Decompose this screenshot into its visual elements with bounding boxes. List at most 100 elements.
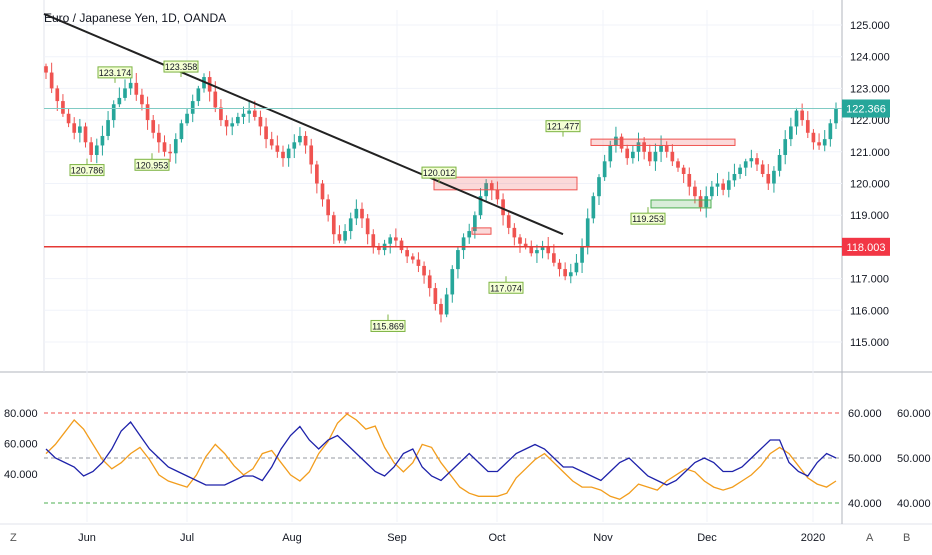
- time-tick-label: Dec: [697, 532, 717, 544]
- candle-body: [410, 256, 415, 260]
- candle-body: [636, 142, 641, 152]
- goto-date-button[interactable]: Z: [10, 532, 17, 544]
- annotation-label: 120.953: [136, 160, 169, 170]
- time-tick-label: 2020: [801, 532, 825, 544]
- candle-body: [388, 237, 393, 244]
- candle-body: [523, 243, 528, 247]
- candle-body: [602, 161, 607, 178]
- candle-body: [777, 154, 782, 171]
- candle-body: [106, 120, 110, 136]
- oscillator-pane[interactable]: [44, 412, 842, 504]
- osc-right-tick-label-2: 60.000: [897, 408, 931, 420]
- last-price-badge: [842, 99, 890, 118]
- candle-body: [794, 110, 799, 127]
- annotation-box: [69, 164, 105, 177]
- annotation-box: [134, 158, 170, 171]
- osc-right-tick-label: 50.000: [848, 453, 882, 465]
- candle-body: [653, 151, 658, 162]
- candle-body: [179, 123, 184, 140]
- candle-body: [78, 126, 82, 133]
- last-price-label: 122.366: [846, 103, 886, 115]
- price-tick-label: 123.000: [850, 83, 890, 95]
- candle-body: [94, 145, 99, 155]
- candle-body: [337, 234, 342, 241]
- supply-zone: [433, 176, 578, 191]
- candle-body: [659, 145, 663, 152]
- candle-body: [749, 158, 754, 162]
- candle-body: [173, 139, 178, 154]
- candle-body: [783, 139, 788, 155]
- price-tick-label: 116.000: [850, 305, 889, 317]
- candle-body: [117, 97, 122, 105]
- candle-body: [704, 196, 709, 208]
- candle-body: [828, 123, 833, 140]
- osc-orange-line: [45, 413, 837, 501]
- candle-body: [800, 110, 804, 121]
- candle-body: [399, 240, 404, 251]
- candle-body: [354, 208, 359, 219]
- candle-body: [145, 104, 150, 121]
- price-tick-label: 120.000: [850, 179, 890, 191]
- candle-body: [456, 250, 460, 270]
- candle-body: [185, 113, 189, 124]
- candle-body: [365, 218, 370, 235]
- candle-body: [450, 269, 455, 295]
- candle-body: [726, 180, 731, 190]
- candle-body: [631, 151, 635, 159]
- price-tick-label: 121.000: [850, 147, 890, 159]
- candle-body: [66, 113, 71, 124]
- candle-body: [326, 199, 330, 216]
- candle-body: [416, 259, 421, 266]
- price-tick-label: 122.000: [850, 115, 890, 127]
- annotation-label: 121.477: [547, 122, 580, 132]
- candle-body: [501, 199, 505, 216]
- log-scale-button[interactable]: B: [903, 532, 910, 544]
- price-pane[interactable]: 123.174 123.358 120.786 120.953 121.477 120.0…: [43, 12, 842, 332]
- candle-body: [585, 218, 590, 247]
- osc-left-tick-label: 40.000: [4, 469, 38, 481]
- candle-body: [473, 215, 477, 232]
- time-tick-label: Jun: [78, 532, 96, 544]
- candle-body: [489, 183, 494, 190]
- candle-body: [540, 246, 545, 251]
- candle-body: [597, 177, 601, 197]
- price-tick-label: 115.000: [850, 337, 889, 349]
- candle-body: [128, 82, 133, 89]
- candle-body: [258, 116, 263, 127]
- auto-scale-button[interactable]: A: [866, 532, 874, 544]
- candle-body: [608, 145, 613, 162]
- demand-zone: [650, 199, 712, 209]
- candle-body: [574, 262, 579, 273]
- price-tick-label: 124.000: [850, 52, 890, 64]
- candle-body: [822, 139, 827, 146]
- candle-body: [111, 104, 116, 121]
- candle-body: [518, 237, 522, 244]
- candle-body: [444, 294, 449, 315]
- candle-body: [546, 246, 551, 254]
- candle-body: [557, 262, 562, 270]
- candle-body: [427, 275, 432, 289]
- candle-body: [439, 303, 443, 315]
- candle-body: [360, 208, 364, 219]
- candle-body: [123, 88, 127, 98]
- annotation-box: [545, 120, 581, 133]
- candle-body: [715, 183, 720, 187]
- candle-body: [89, 142, 93, 155]
- candle-body: [55, 88, 60, 102]
- price-axis[interactable]: 125.000 124.000 123.000 122.000 121.000 120.0…: [4, 20, 931, 544]
- candle-body: [83, 126, 88, 143]
- price-tick-label: 125.000: [850, 20, 890, 32]
- candle-body: [252, 110, 257, 117]
- candle-body: [732, 173, 737, 181]
- candle-body: [642, 142, 646, 152]
- candle-body: [190, 101, 195, 114]
- candle-body: [670, 151, 675, 162]
- candle-body: [664, 145, 669, 152]
- candle-body: [552, 253, 556, 263]
- candle-body: [766, 173, 771, 184]
- candle-body: [61, 101, 65, 114]
- candle-body: [151, 120, 156, 133]
- candle-body: [281, 151, 285, 159]
